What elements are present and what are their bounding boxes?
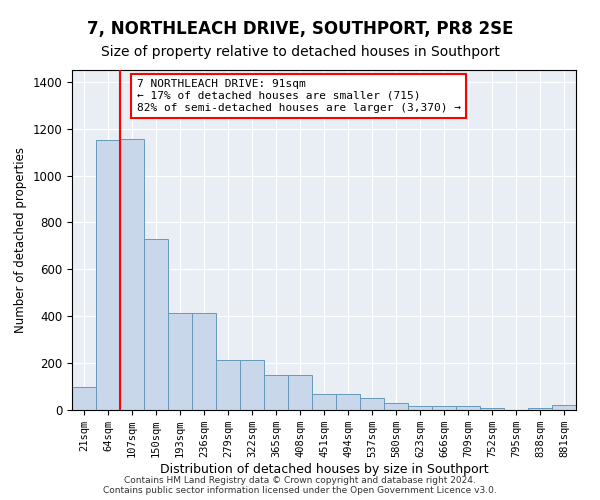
Text: 7, NORTHLEACH DRIVE, SOUTHPORT, PR8 2SE: 7, NORTHLEACH DRIVE, SOUTHPORT, PR8 2SE xyxy=(87,20,513,38)
Bar xyxy=(336,394,360,410)
Bar xyxy=(456,406,480,410)
Bar xyxy=(552,406,576,410)
Bar xyxy=(264,375,288,410)
Bar xyxy=(288,375,312,410)
Bar xyxy=(384,403,408,410)
Y-axis label: Number of detached properties: Number of detached properties xyxy=(14,147,27,333)
Text: 7 NORTHLEACH DRIVE: 91sqm
← 17% of detached houses are smaller (715)
82% of semi: 7 NORTHLEACH DRIVE: 91sqm ← 17% of detac… xyxy=(137,80,461,112)
Bar xyxy=(216,360,240,410)
Text: Contains HM Land Registry data © Crown copyright and database right 2024.
Contai: Contains HM Land Registry data © Crown c… xyxy=(103,476,497,495)
Bar xyxy=(144,239,168,410)
Bar xyxy=(168,312,192,410)
Bar xyxy=(480,408,504,410)
Bar xyxy=(360,398,384,410)
Text: Size of property relative to detached houses in Southport: Size of property relative to detached ho… xyxy=(101,45,499,59)
Bar xyxy=(312,394,336,410)
Bar xyxy=(72,386,96,410)
Bar xyxy=(96,140,120,410)
Bar xyxy=(192,312,216,410)
Bar xyxy=(432,406,456,410)
Bar xyxy=(240,360,264,410)
Bar xyxy=(528,408,552,410)
Bar xyxy=(120,139,144,410)
X-axis label: Distribution of detached houses by size in Southport: Distribution of detached houses by size … xyxy=(160,463,488,476)
Bar xyxy=(408,406,432,410)
